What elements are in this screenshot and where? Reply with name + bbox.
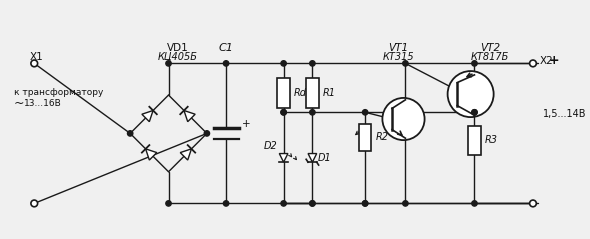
Circle shape (204, 131, 209, 136)
Text: R3: R3 (485, 135, 498, 145)
Text: КТ315: КТ315 (383, 52, 415, 62)
Circle shape (224, 61, 229, 66)
Circle shape (362, 201, 368, 206)
Circle shape (310, 201, 315, 206)
Circle shape (362, 201, 368, 206)
Text: R2: R2 (376, 132, 389, 142)
Circle shape (281, 110, 286, 115)
Text: к трансформатору: к трансформатору (14, 88, 103, 97)
Text: ~: ~ (14, 97, 25, 110)
Text: D2: D2 (264, 141, 278, 151)
Circle shape (127, 131, 133, 136)
Text: VT1: VT1 (389, 43, 409, 53)
Circle shape (310, 201, 315, 206)
Circle shape (310, 61, 315, 66)
Text: КТ817Б: КТ817Б (471, 52, 509, 62)
Text: КЦ405Б: КЦ405Б (158, 52, 198, 62)
Text: X1: X1 (30, 52, 43, 62)
Text: 1,5...14В: 1,5...14В (543, 109, 586, 119)
Circle shape (448, 71, 494, 117)
Circle shape (31, 200, 38, 207)
Polygon shape (184, 110, 195, 122)
Polygon shape (181, 149, 191, 160)
Bar (277, 78, 290, 109)
Circle shape (31, 60, 38, 67)
Circle shape (281, 61, 286, 66)
Circle shape (472, 61, 477, 66)
Circle shape (224, 201, 229, 206)
Circle shape (281, 110, 286, 115)
Text: VT2: VT2 (480, 43, 500, 53)
Polygon shape (279, 153, 288, 162)
Circle shape (281, 201, 286, 206)
Text: Rd: Rd (294, 88, 307, 98)
Circle shape (403, 61, 408, 66)
Circle shape (310, 110, 315, 115)
Circle shape (403, 201, 408, 206)
Text: C1: C1 (219, 43, 234, 53)
Circle shape (472, 201, 477, 206)
Text: X2: X2 (540, 55, 553, 65)
Text: +: + (548, 54, 559, 67)
Circle shape (472, 110, 477, 115)
Circle shape (166, 201, 171, 206)
Circle shape (530, 60, 536, 67)
Circle shape (472, 110, 477, 115)
Polygon shape (142, 110, 153, 122)
Text: D1: D1 (318, 153, 332, 163)
Circle shape (530, 200, 536, 207)
Text: VD1: VD1 (167, 43, 189, 53)
Polygon shape (146, 149, 157, 160)
Text: +: + (242, 119, 251, 129)
Bar (468, 126, 481, 154)
Polygon shape (308, 153, 317, 162)
Bar (359, 124, 371, 151)
Text: 13...16В: 13...16В (24, 99, 61, 108)
Bar (306, 78, 319, 109)
Circle shape (382, 98, 425, 140)
Circle shape (362, 110, 368, 115)
Circle shape (166, 61, 171, 66)
Text: R1: R1 (323, 88, 336, 98)
